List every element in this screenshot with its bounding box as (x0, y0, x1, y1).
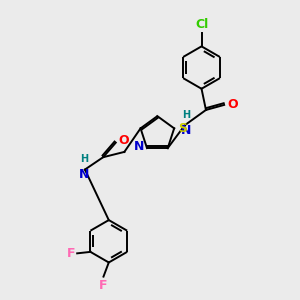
Text: H: H (80, 154, 88, 164)
Text: N: N (181, 124, 191, 137)
Text: H: H (182, 110, 190, 120)
Text: O: O (118, 134, 129, 147)
Text: N: N (134, 140, 145, 153)
Text: Cl: Cl (195, 18, 208, 31)
Text: F: F (67, 247, 75, 260)
Text: O: O (227, 98, 238, 111)
Text: N: N (79, 168, 89, 181)
Text: F: F (99, 279, 108, 292)
Text: S: S (178, 122, 187, 135)
